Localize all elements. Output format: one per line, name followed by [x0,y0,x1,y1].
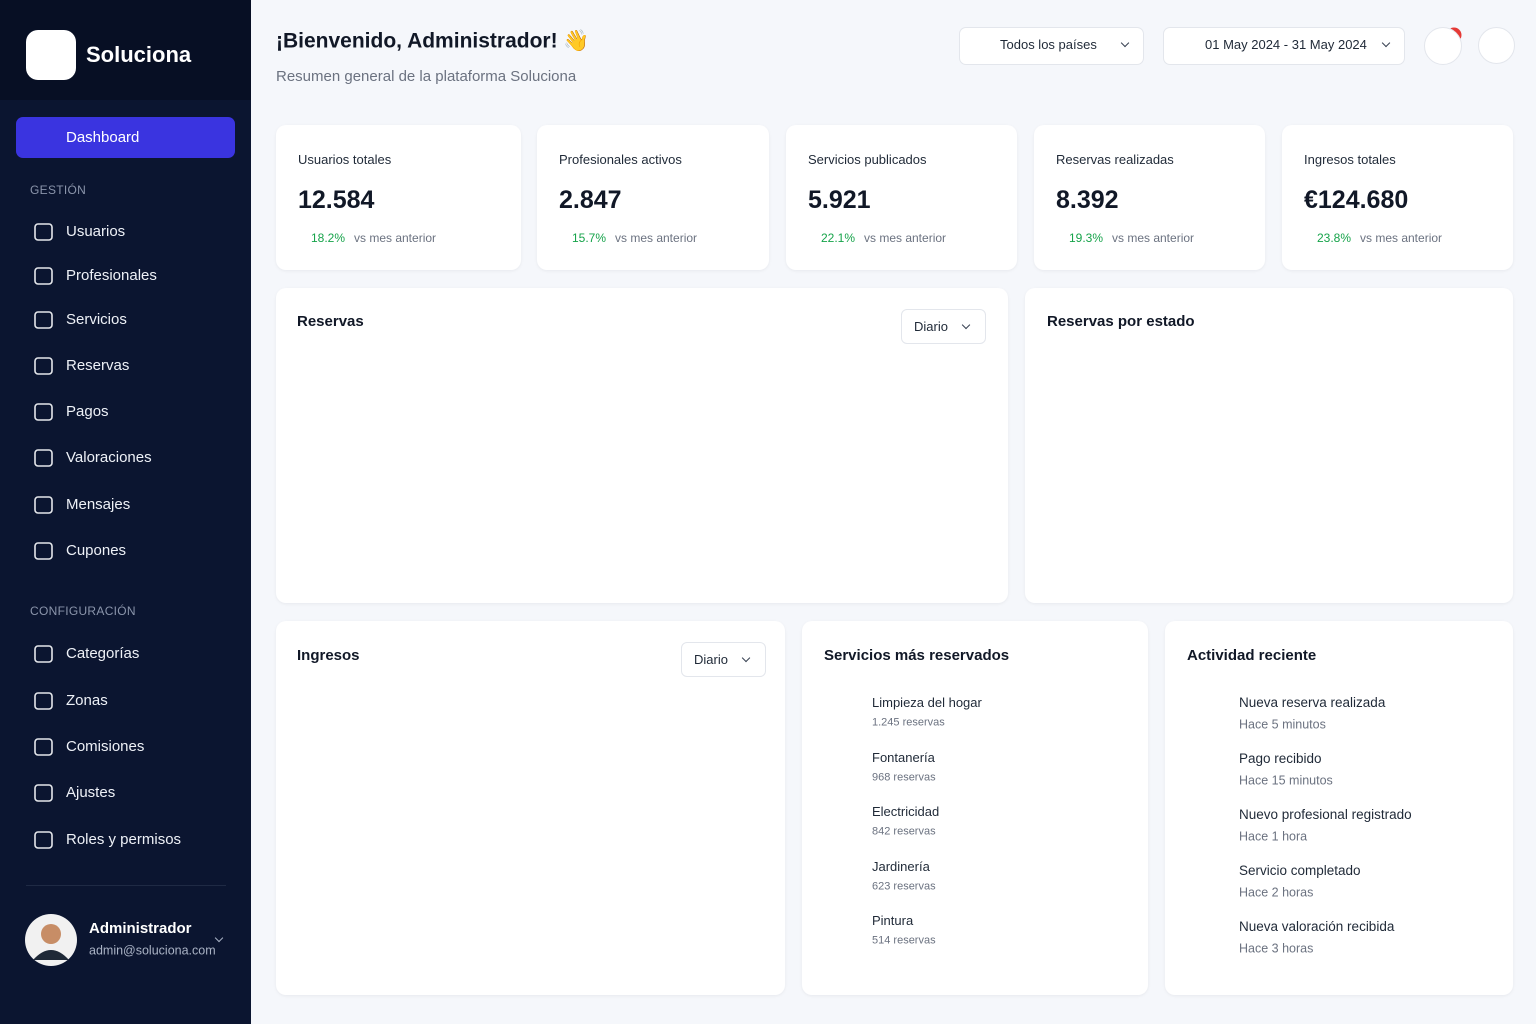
kpi-card [276,125,521,270]
nav-label[interactable]: Zonas [66,692,108,709]
service-name: Electricidad [872,804,940,820]
kpi-note: vs mes anterior [354,230,437,245]
activity-title: Pago recibido [1239,750,1322,766]
brand-logo [26,30,76,80]
date-select[interactable] [1163,27,1405,65]
kpi-change: 19.3% [1069,230,1104,245]
kpi-note: vs mes anterior [864,230,947,245]
chart-title: Reservas por estado [1047,313,1195,330]
service-count: 1.245 reservas [872,716,945,729]
country-select[interactable] [959,27,1144,65]
activity-title: Nueva reserva realizada [1239,694,1386,710]
kpi-value: 2.847 [559,186,622,214]
card-title: Servicios más reservados [824,647,1010,664]
notifications-button[interactable] [1424,27,1462,65]
kpi-note: vs mes anterior [1112,230,1195,245]
nav-label[interactable]: Valoraciones [66,449,152,466]
nav-label[interactable]: Reservas [66,357,130,374]
nav-label[interactable]: Roles y permisos [66,831,182,848]
kpi-change: 22.1% [821,230,856,245]
nav-label[interactable]: Ajustes [66,784,116,801]
kpi-card [786,125,1017,270]
theme-button[interactable] [1478,27,1515,64]
country-label: Todos los países [1000,37,1097,53]
kpi-value: 5.921 [808,186,871,214]
activity-title: Nueva valoración recibida [1239,918,1395,934]
service-count: 623 reservas [872,879,936,892]
nav-label[interactable]: Profesionales [66,267,157,284]
servicios-card [802,621,1148,995]
kpi-label: Profesionales activos [559,152,682,168]
nav-section-title: GESTIÓN [30,182,87,197]
period-label[interactable]: Diario [694,651,728,667]
activity-time: Hace 15 minutos [1239,773,1333,788]
kpi-card [537,125,769,270]
service-count: 842 reservas [872,825,936,838]
service-name: Limpieza del hogar [872,695,982,711]
brand-name: Soluciona [86,41,192,67]
period-select[interactable] [901,309,986,344]
activity-time: Hace 2 horas [1239,885,1314,900]
ingresos-card [276,621,785,995]
service-name: Pintura [872,913,914,929]
nav-label[interactable]: Pagos [66,403,109,420]
user-name: Administrador [89,920,192,937]
kpi-value: 12.584 [298,186,375,214]
activity-time: Hace 3 horas [1239,941,1314,956]
user-email: admin@soluciona.com [89,943,216,958]
page-title: ¡Bienvenido, Administrador! 👋 [276,29,590,53]
nav-label[interactable]: Comisiones [66,738,145,755]
kpi-value: €124.680 [1304,186,1409,214]
kpi-note: vs mes anterior [615,230,698,245]
kpi-card [1034,125,1265,270]
nav-label[interactable]: Usuarios [66,223,126,240]
nav-label[interactable]: Categorías [66,645,140,662]
divider [26,885,226,886]
chart-title: Reservas [297,313,364,330]
activity-title: Servicio completado [1239,862,1361,878]
card-title: Actividad reciente [1187,647,1317,664]
service-count: 514 reservas [872,934,936,947]
period-label[interactable]: Diario [914,318,948,334]
kpi-label: Servicios publicados [808,152,927,168]
kpi-label: Ingresos totales [1304,152,1396,168]
date-label: 01 May 2024 - 31 May 2024 [1205,37,1367,53]
nav-label[interactable]: Cupones [66,542,127,559]
activity-title: Nuevo profesional registrado [1239,806,1412,822]
kpi-note: vs mes anterior [1360,230,1443,245]
service-name: Jardinería [872,858,930,874]
kpi-label: Usuarios totales [298,152,392,168]
kpi-change: 18.2% [311,230,346,245]
nav-label[interactable]: Servicios [66,311,127,328]
actividad-card [1165,621,1513,995]
kpi-label: Reservas realizadas [1056,152,1174,168]
service-count: 968 reservas [872,770,936,783]
period-select[interactable] [681,642,766,677]
activity-time: Hace 1 hora [1239,829,1308,844]
chart-title: Ingresos [297,647,360,664]
nav-label[interactable]: Mensajes [66,496,131,513]
page-subtitle: Resumen general de la plataforma Solucio… [276,68,577,85]
kpi-change: 15.7% [572,230,607,245]
estado-card [1025,288,1513,603]
nav-item-active[interactable] [16,117,235,158]
nav-section-title: CONFIGURACIÓN [30,603,136,618]
kpi-value: 8.392 [1056,186,1119,214]
reservas-card [276,288,1008,603]
kpi-card [1282,125,1513,270]
kpi-change: 23.8% [1317,230,1352,245]
activity-time: Hace 5 minutos [1239,717,1326,732]
service-name: Fontanería [872,749,935,765]
nav-label: Dashboard [66,129,140,146]
